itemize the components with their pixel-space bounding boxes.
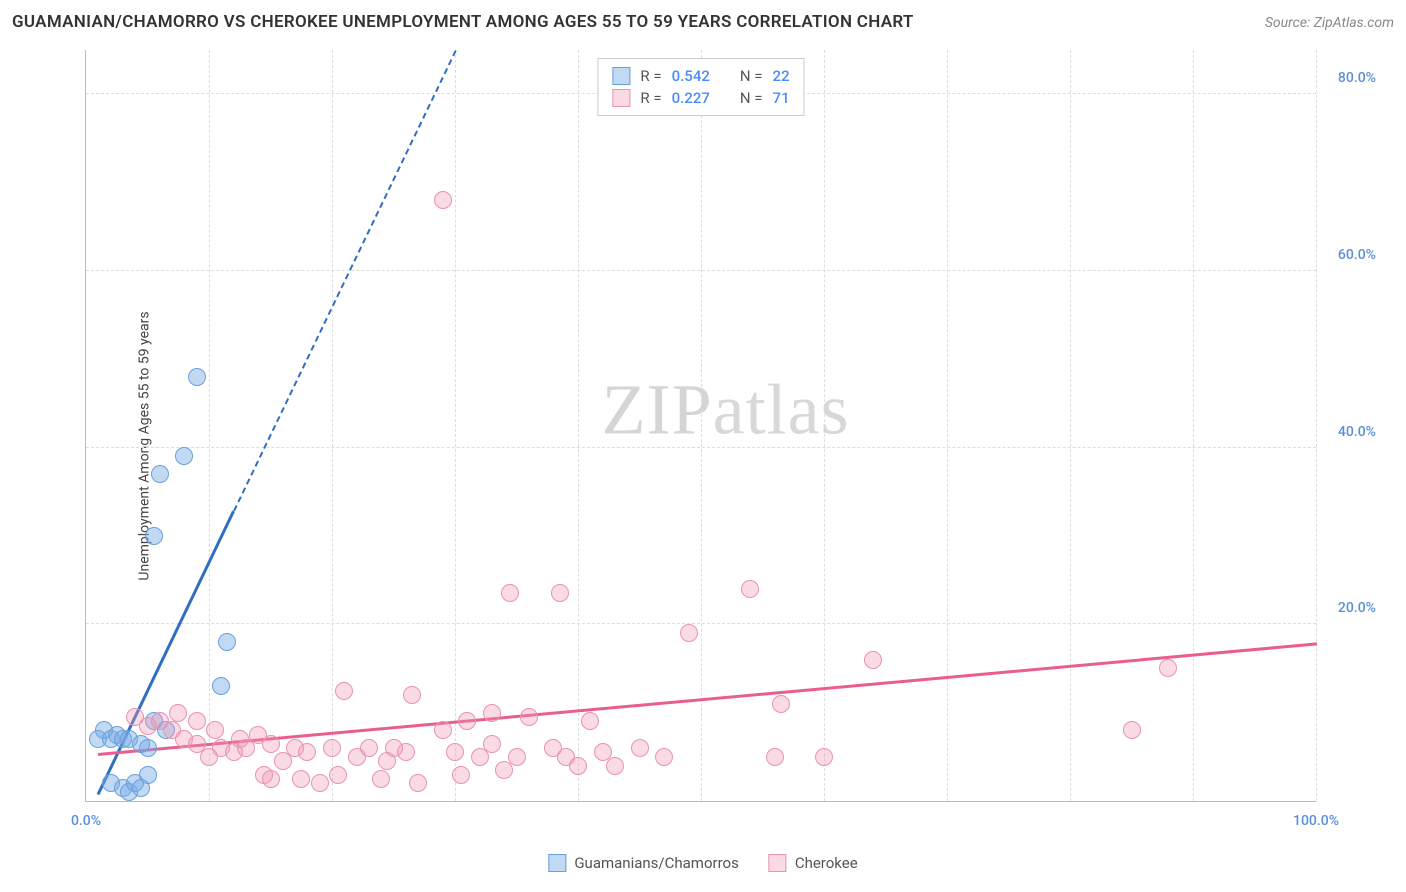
data-point [262, 770, 280, 788]
data-point [262, 735, 280, 753]
legend-stats-box: R = 0.542 N = 22 R = 0.227 N = 71 [597, 58, 804, 116]
data-point [483, 704, 501, 722]
data-point [132, 735, 150, 753]
gridline-v [455, 50, 456, 801]
legend-stats-row-2: R = 0.227 N = 71 [612, 87, 789, 109]
data-point [292, 770, 310, 788]
data-point [551, 584, 569, 602]
data-point [335, 682, 353, 700]
data-point [483, 735, 501, 753]
legend-swatch-series2-bottom [769, 854, 787, 872]
data-point [458, 712, 476, 730]
data-point [298, 743, 316, 761]
legend-swatch-series1 [612, 67, 630, 85]
legend-label-series2: Cherokee [795, 854, 858, 872]
data-point [372, 770, 390, 788]
r-label-2: R = [640, 89, 661, 107]
legend-stats-row-1: R = 0.542 N = 22 [612, 65, 789, 87]
legend-swatch-series1-bottom [548, 854, 566, 872]
data-point [409, 774, 427, 792]
data-point [631, 739, 649, 757]
gridline-v [701, 50, 702, 801]
data-point [329, 766, 347, 784]
legend-item-series1: Guamanians/Chamorros [548, 854, 738, 872]
data-point [434, 191, 452, 209]
data-point [311, 774, 329, 792]
data-point [1159, 659, 1177, 677]
plot-region: ZIPatlas R = 0.542 N = 22 R = 0.227 N = … [85, 50, 1316, 802]
data-point [581, 712, 599, 730]
data-point [206, 721, 224, 739]
data-point [508, 748, 526, 766]
r-value-1: 0.542 [672, 67, 710, 85]
gridline-v [947, 50, 948, 801]
gridline-v [332, 50, 333, 801]
legend-label-series1: Guamanians/Chamorros [574, 854, 738, 872]
data-point [434, 721, 452, 739]
y-tick-label: 20.0% [1338, 600, 1376, 616]
r-value-2: 0.227 [672, 89, 710, 107]
data-point [815, 748, 833, 766]
y-tick-label: 60.0% [1338, 247, 1376, 263]
trend-line-2 [98, 643, 1317, 757]
chart-area: ZIPatlas R = 0.542 N = 22 R = 0.227 N = … [50, 50, 1386, 832]
data-point [145, 527, 163, 545]
data-point [680, 624, 698, 642]
data-point [151, 465, 169, 483]
x-tick-end: 100.0% [1293, 813, 1339, 829]
n-label-2: N = [740, 89, 763, 107]
data-point [446, 743, 464, 761]
data-point [766, 748, 784, 766]
data-point [1123, 721, 1141, 739]
data-point [741, 580, 759, 598]
n-value-2: 71 [773, 89, 790, 107]
trend-line-1-extension [233, 51, 456, 512]
data-point [501, 584, 519, 602]
y-tick-label: 80.0% [1338, 70, 1376, 86]
legend-bottom: Guamanians/Chamorros Cherokee [548, 854, 857, 872]
legend-swatch-series2 [612, 89, 630, 107]
data-point [569, 757, 587, 775]
data-point [169, 704, 187, 722]
data-point [212, 677, 230, 695]
data-point [520, 708, 538, 726]
x-tick-start: 0.0% [71, 813, 101, 829]
watermark-bold: ZIP [602, 370, 713, 450]
data-point [655, 748, 673, 766]
y-tick-label: 40.0% [1338, 424, 1376, 440]
gridline-v [209, 50, 210, 801]
data-point [864, 651, 882, 669]
n-value-1: 22 [773, 67, 790, 85]
data-point [175, 447, 193, 465]
n-label: N = [740, 67, 763, 85]
data-point [139, 766, 157, 784]
data-point [397, 743, 415, 761]
data-point [772, 695, 790, 713]
data-point [188, 712, 206, 730]
gridline-v [1193, 50, 1194, 801]
gridline-v [1316, 50, 1317, 801]
data-point [360, 739, 378, 757]
data-point [452, 766, 470, 784]
watermark: ZIPatlas [602, 369, 850, 452]
legend-item-series2: Cherokee [769, 854, 858, 872]
source-attribution: Source: ZipAtlas.com [1265, 15, 1394, 31]
r-label: R = [640, 67, 661, 85]
data-point [188, 368, 206, 386]
data-point [606, 757, 624, 775]
data-point [403, 686, 421, 704]
watermark-thin: atlas [713, 370, 850, 450]
gridline-v [578, 50, 579, 801]
data-point [323, 739, 341, 757]
gridline-v [1070, 50, 1071, 801]
chart-title: GUAMANIAN/CHAMORRO VS CHEROKEE UNEMPLOYM… [12, 12, 914, 32]
data-point [218, 633, 236, 651]
